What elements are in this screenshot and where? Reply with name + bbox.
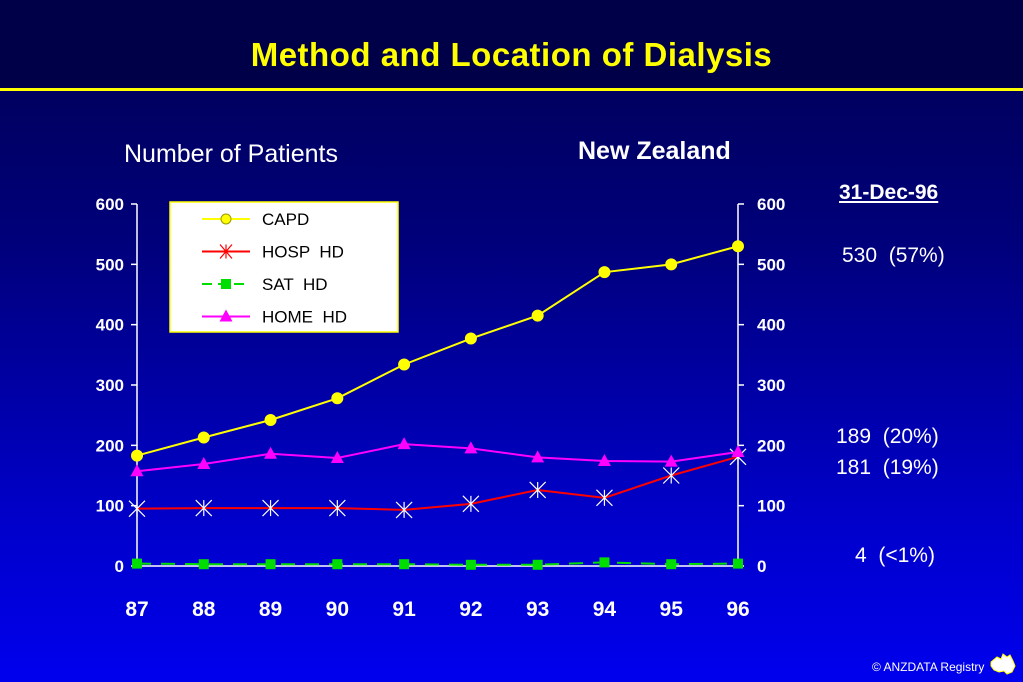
- x-tick-label: 89: [259, 598, 282, 621]
- y-tick-label-left: 0: [115, 557, 124, 576]
- data-point-capd: [264, 413, 277, 426]
- series-line-capd: [136, 245, 739, 457]
- y-tick-label-right: 200: [757, 436, 785, 455]
- data-point-hosp-hd: [262, 499, 279, 517]
- y-tick-label-right: 400: [757, 316, 785, 335]
- data-point-sat-hd: [465, 559, 476, 570]
- x-tick-label: 95: [660, 598, 684, 621]
- data-point-sat-hd: [599, 557, 610, 568]
- data-point-hosp-hd: [529, 481, 547, 499]
- series-layer: [128, 240, 747, 570]
- y-tick-label-left: 200: [96, 436, 124, 455]
- x-tick-label: 91: [392, 598, 416, 621]
- data-point-sat-hd: [332, 559, 343, 570]
- data-point-capd: [331, 392, 344, 405]
- data-point-home-hd: [197, 457, 211, 470]
- data-point-capd: [665, 258, 678, 271]
- y-tick-label-left: 500: [96, 255, 124, 274]
- series-hosp-hd: [128, 448, 747, 519]
- region-label: New Zealand: [578, 137, 731, 165]
- data-point-home-hd: [731, 444, 745, 457]
- series-capd: [131, 240, 744, 462]
- data-point-sat-hd: [733, 558, 743, 569]
- legend-marker-capd: [220, 213, 232, 225]
- legend-label-capd: CAPD: [262, 210, 309, 229]
- data-point-sat-hd: [198, 559, 209, 570]
- data-point-sat-hd: [399, 559, 410, 570]
- data-point-home-hd: [397, 437, 411, 450]
- title-divider: [0, 88, 1023, 91]
- summary-sat-hd: 4 (<1%): [855, 544, 935, 567]
- series-sat-hd: [132, 557, 743, 570]
- legend: CAPD HOSP HD SAT HD HOME HD: [169, 201, 399, 333]
- copyright: © ANZDATA Registry: [872, 660, 985, 674]
- data-point-home-hd: [130, 464, 144, 477]
- x-tick-label: 88: [192, 598, 216, 621]
- data-point-hosp-hd: [328, 499, 346, 517]
- y-tick-label-left: 300: [96, 376, 124, 395]
- legend-marker-sat-hd: [221, 279, 231, 289]
- legend-marker-home-hd: [219, 309, 233, 322]
- data-point-capd: [732, 240, 744, 253]
- data-point-sat-hd: [532, 559, 543, 570]
- data-point-hosp-hd: [462, 495, 480, 513]
- data-point-hosp-hd: [195, 499, 213, 517]
- y-tick-label-left: 600: [96, 195, 124, 214]
- y-tick-label-right: 500: [757, 255, 785, 274]
- y-tick-label-right: 600: [757, 195, 785, 214]
- data-point-home-hd: [597, 454, 611, 467]
- data-point-sat-hd: [666, 559, 677, 570]
- y-tick-label-left: 400: [96, 316, 124, 335]
- legend-box: [169, 201, 399, 333]
- y-tick-label-right: 0: [757, 557, 766, 576]
- date-label: 31-Dec-96: [839, 181, 939, 204]
- data-point-capd: [598, 266, 611, 279]
- series-home-hd: [130, 437, 745, 477]
- data-point-hosp-hd: [596, 489, 613, 507]
- legend-label-sat-hd: SAT HD: [262, 275, 328, 294]
- legend-marker-hosp-hd: [219, 244, 233, 259]
- data-point-capd: [197, 431, 210, 444]
- series-line-home-hd: [136, 443, 739, 473]
- data-point-hosp-hd: [128, 500, 146, 518]
- x-tick-label: 93: [526, 598, 549, 621]
- x-tick-label: 96: [726, 598, 749, 621]
- summary-hosp-hd: 181 (19%): [836, 456, 939, 479]
- data-point-home-hd: [531, 450, 545, 463]
- data-point-capd: [531, 309, 544, 322]
- legend-label-hosp-hd: HOSP HD: [262, 243, 344, 262]
- data-point-home-hd: [264, 446, 278, 459]
- data-point-home-hd: [664, 454, 678, 467]
- data-point-sat-hd: [265, 559, 276, 570]
- summary-capd: 530 (57%): [842, 244, 945, 267]
- data-point-capd: [131, 449, 143, 462]
- y-tick-label-right: 300: [757, 376, 785, 395]
- x-tick-label: 92: [459, 598, 482, 621]
- y-axis-label: Number of Patients: [124, 140, 338, 168]
- australia-map-icon: [990, 653, 1016, 675]
- x-tick-label: 94: [593, 598, 617, 621]
- data-point-capd: [398, 358, 411, 371]
- title-bar: [0, 0, 1023, 90]
- data-point-sat-hd: [132, 558, 142, 569]
- data-point-hosp-hd: [662, 467, 680, 484]
- y-tick-label-left: 100: [96, 497, 124, 516]
- x-tick-label: 87: [125, 598, 148, 621]
- summary-home-hd: 189 (20%): [836, 425, 939, 448]
- y-tick-label-right: 100: [757, 497, 785, 516]
- series-line-sat-hd: [136, 561, 739, 566]
- data-point-home-hd: [464, 441, 478, 454]
- axes: 0 0 100 100 200 200 300 300 400 400 500 500 600 600 87…: [96, 195, 786, 621]
- x-tick-label: 90: [326, 598, 349, 621]
- legend-label-home-hd: HOME HD: [262, 308, 347, 327]
- series-line-hosp-hd: [136, 455, 739, 511]
- data-point-capd: [464, 332, 477, 345]
- data-point-home-hd: [330, 451, 344, 464]
- data-point-hosp-hd: [395, 501, 413, 519]
- chart-title: Method and Location of Dialysis: [250, 36, 773, 73]
